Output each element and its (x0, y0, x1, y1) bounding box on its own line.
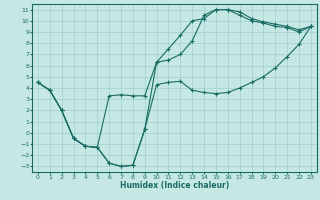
X-axis label: Humidex (Indice chaleur): Humidex (Indice chaleur) (120, 181, 229, 190)
